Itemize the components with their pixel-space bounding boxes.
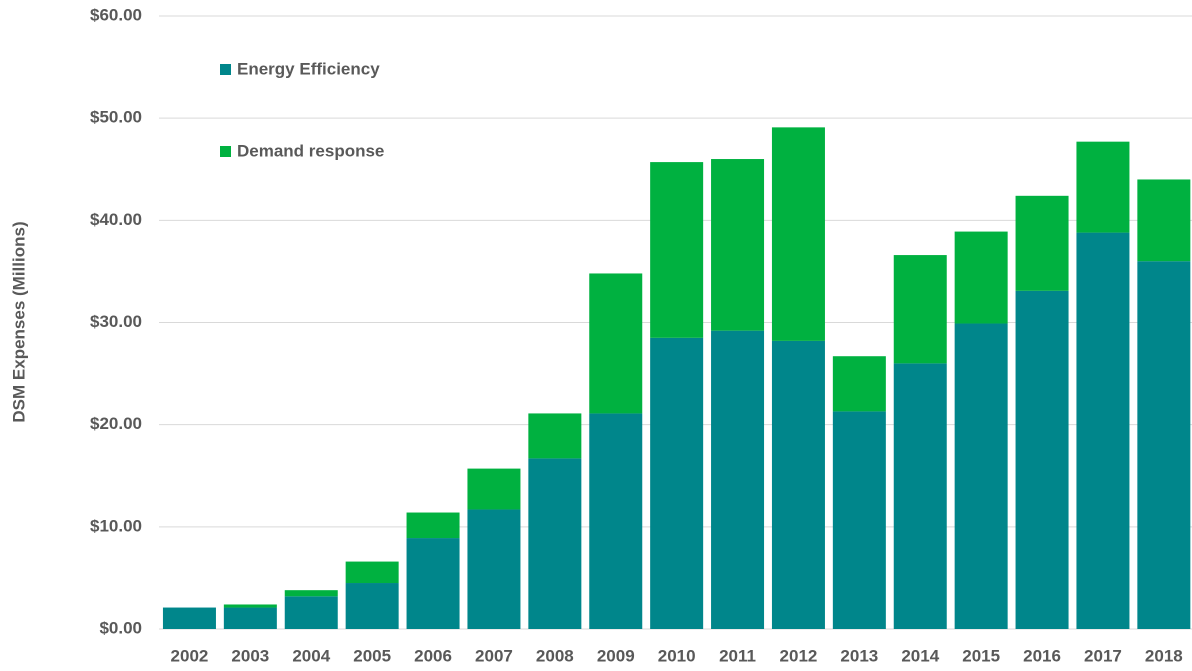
bar-segment [1137, 179, 1191, 262]
bar-segment [467, 468, 521, 510]
y-tick-label: $40.00 [90, 210, 142, 229]
y-tick-label: $0.00 [99, 618, 142, 637]
bar-segment [832, 411, 886, 629]
bar-segment [711, 330, 765, 629]
y-tick-label: $60.00 [90, 5, 142, 24]
bar-segment [162, 607, 216, 629]
bar-segment [406, 538, 460, 629]
x-tick-label: 2011 [719, 646, 756, 665]
bar-segment [345, 561, 399, 584]
bar-segment [1137, 261, 1191, 629]
y-tick-label: $20.00 [90, 414, 142, 433]
x-tick-label: 2015 [962, 646, 1000, 665]
bar-segment [284, 596, 338, 629]
x-tick-label: 2005 [353, 646, 391, 665]
bar-segment [284, 590, 338, 597]
bar-segment [771, 340, 825, 629]
bar-segment [832, 356, 886, 412]
bar-segment [893, 255, 947, 364]
x-tick-label: 2010 [658, 646, 696, 665]
x-tick-label: 2008 [536, 646, 574, 665]
bar-segment [528, 458, 582, 629]
bar-segment [711, 159, 765, 331]
legend-swatch [220, 146, 231, 157]
bar-segment [467, 509, 521, 629]
x-tick-label: 2007 [475, 646, 513, 665]
bar-segment [954, 231, 1008, 324]
legend-label: Energy Efficiency [237, 59, 380, 78]
x-tick-label: 2009 [597, 646, 635, 665]
y-tick-label: $10.00 [90, 516, 142, 535]
x-tick-label: 2004 [292, 646, 330, 665]
y-axis-label: DSM Expenses (Millions) [9, 221, 28, 422]
bar-segment [589, 273, 643, 414]
y-tick-label: $50.00 [90, 108, 142, 127]
x-tick-label: 2016 [1023, 646, 1061, 665]
x-tick-label: 2013 [840, 646, 878, 665]
bar-segment [650, 162, 704, 338]
x-tick-label: 2017 [1084, 646, 1122, 665]
x-tick-label: 2018 [1145, 646, 1183, 665]
x-tick-label: 2002 [171, 646, 209, 665]
bar-segment [954, 323, 1008, 629]
x-tick-label: 2014 [901, 646, 939, 665]
x-tick-label: 2012 [780, 646, 818, 665]
bar-segment [1076, 141, 1130, 233]
bar-segment [650, 337, 704, 629]
legend-swatch [220, 64, 231, 75]
bar-segment [589, 413, 643, 629]
y-tick-label: $30.00 [90, 312, 142, 331]
bar-segment [406, 512, 460, 539]
legend-label: Demand response [237, 141, 384, 160]
x-tick-label: 2003 [231, 646, 269, 665]
x-tick-label: 2006 [414, 646, 452, 665]
bar-segment [223, 604, 277, 608]
bar-segment [893, 363, 947, 629]
bar-segment [771, 127, 825, 341]
bar-segment [1015, 290, 1069, 629]
bar-segment [528, 413, 582, 459]
bar-segment [1015, 195, 1069, 291]
bar-segment [223, 607, 277, 629]
bar-segment [1076, 232, 1130, 630]
bar-segment [345, 583, 399, 629]
